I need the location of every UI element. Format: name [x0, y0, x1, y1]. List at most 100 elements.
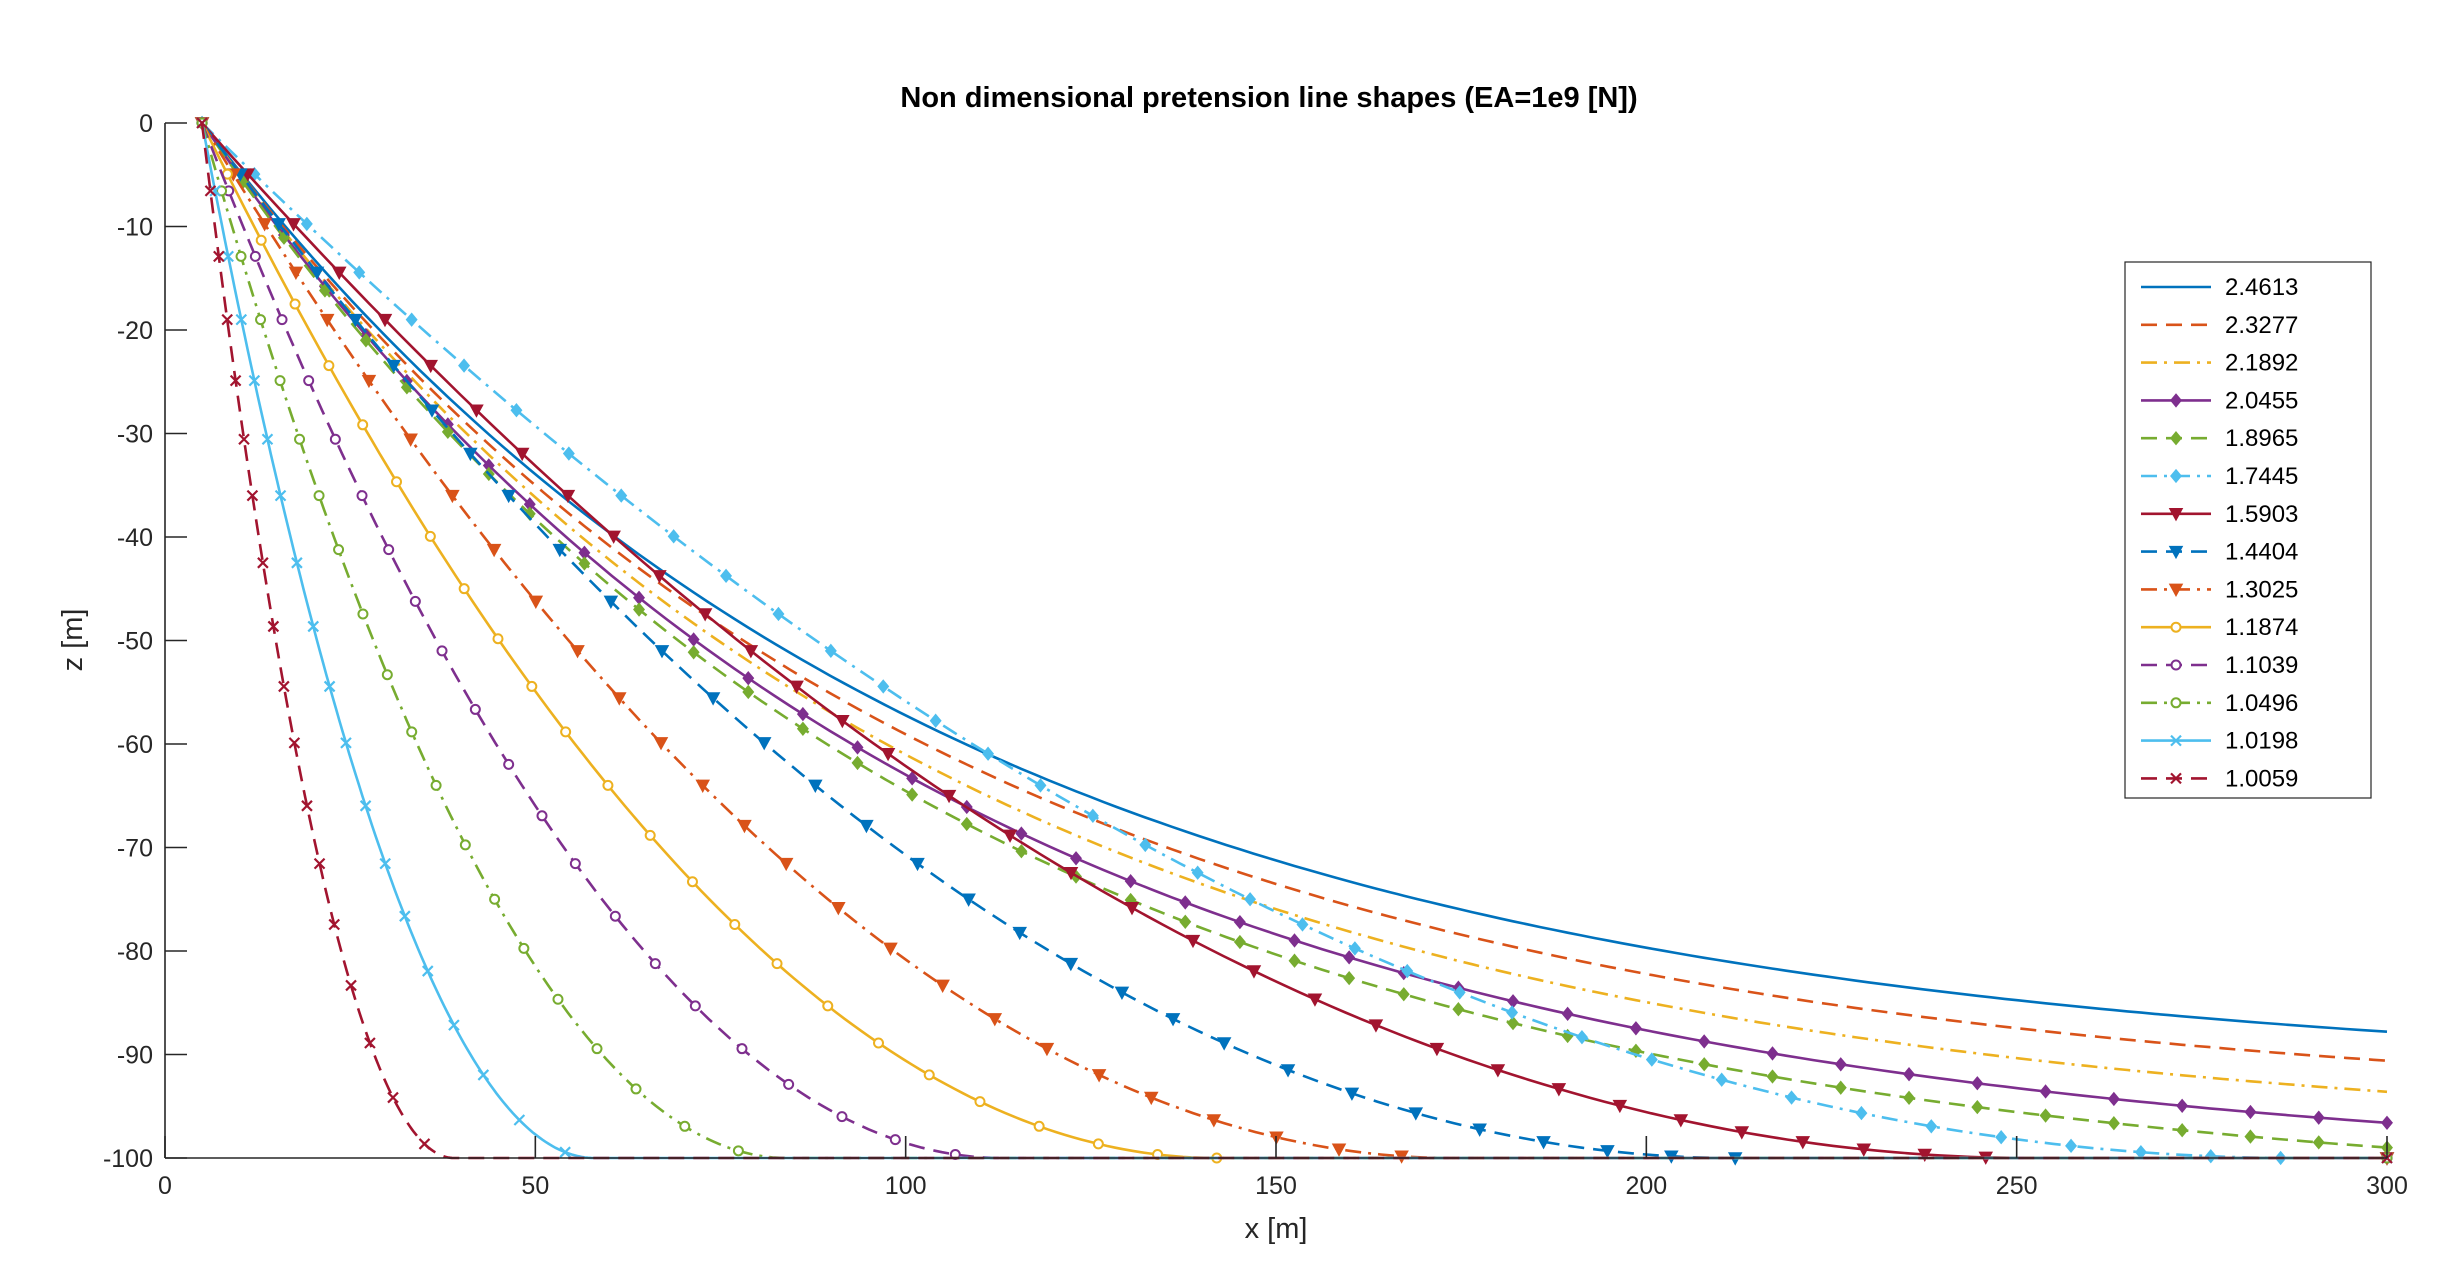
legend-label: 2.3277 — [2225, 312, 2298, 339]
data-point — [289, 298, 301, 310]
data-point — [772, 606, 785, 622]
data-point — [323, 360, 335, 372]
data-point — [1331, 1143, 1347, 1157]
data-point — [213, 250, 225, 263]
data-point — [303, 375, 315, 387]
data-point — [771, 958, 783, 970]
data-point — [1296, 917, 1309, 932]
legend-entry: 1.8965 — [2141, 425, 2298, 452]
data-point — [1348, 941, 1361, 956]
legend-entry: 2.3277 — [2141, 312, 2298, 339]
legend-entry: 1.0198 — [2141, 728, 2298, 755]
legend-label: 2.4613 — [2225, 274, 2298, 301]
data-point — [514, 447, 530, 462]
data-point — [2244, 1129, 2257, 1144]
data-point — [235, 250, 247, 262]
data-point — [789, 680, 804, 694]
data-point — [2170, 734, 2182, 747]
data-point — [399, 910, 411, 922]
data-point — [209, 185, 221, 197]
data-point — [319, 313, 335, 328]
data-point — [1368, 1019, 1384, 1033]
data-point — [1143, 1091, 1159, 1106]
data-point — [603, 595, 619, 609]
data-point — [469, 404, 484, 418]
data-point — [196, 117, 208, 129]
data-point — [458, 358, 471, 373]
data-point — [1453, 985, 1466, 1000]
data-point — [756, 737, 772, 751]
data-point — [361, 374, 377, 389]
data-point — [987, 1013, 1003, 1027]
series-1.4404 — [194, 117, 2395, 1166]
data-point — [1015, 826, 1028, 841]
data-point — [686, 876, 698, 888]
data-point — [257, 557, 269, 569]
data-point — [1191, 865, 1204, 880]
data-point — [249, 250, 261, 262]
data-point — [1124, 902, 1140, 916]
data-point — [644, 829, 656, 841]
x-tick-label: 50 — [521, 1172, 549, 1200]
legend-entry: 1.0059 — [2141, 765, 2298, 792]
data-point — [559, 1146, 571, 1158]
y-tick-label: -10 — [117, 214, 153, 242]
data-point — [822, 1000, 834, 1012]
data-point — [1715, 1072, 1728, 1087]
data-point — [364, 1037, 376, 1049]
data-point — [255, 314, 267, 326]
legend-items: 2.4613 2.3277 2.1892 2.0455 1.8965 1.7445 1.59… — [2141, 274, 2298, 792]
legend-label: 1.8965 — [2225, 425, 2298, 452]
data-point — [923, 1069, 935, 1081]
data-point — [518, 942, 530, 954]
data-point — [1246, 965, 1262, 979]
data-point — [2107, 1091, 2120, 1107]
data-point — [406, 726, 418, 738]
data-point — [492, 633, 504, 645]
data-point — [1039, 1042, 1055, 1057]
data-point — [1179, 914, 1192, 929]
legend-label: 2.0455 — [2225, 387, 2298, 414]
data-point — [1785, 1090, 1798, 1105]
data-point — [560, 489, 576, 504]
data-point — [274, 489, 287, 502]
data-point — [2039, 1084, 2052, 1099]
data-point — [441, 424, 454, 440]
data-point — [743, 645, 759, 659]
series-1.0059 — [196, 117, 2393, 1164]
data-point — [778, 857, 794, 872]
data-point — [742, 671, 755, 686]
data-point — [1114, 986, 1130, 1000]
data-point — [345, 979, 357, 992]
data-point — [1925, 1119, 1938, 1134]
data-point — [667, 529, 680, 544]
data-point — [2170, 621, 2182, 633]
data-point — [737, 819, 752, 834]
data-point — [1086, 808, 1099, 823]
data-point — [906, 787, 919, 802]
legend-entry: 1.5903 — [2141, 501, 2298, 528]
data-point — [569, 858, 581, 870]
data-point — [796, 706, 809, 722]
data-point — [1795, 1136, 1811, 1150]
series-line — [200, 122, 2387, 1160]
data-point — [910, 857, 925, 872]
series-2.1892 — [200, 122, 2388, 1094]
data-point — [796, 721, 809, 736]
data-point — [1995, 1130, 2008, 1145]
data-point — [2381, 1115, 2393, 1130]
data-point — [387, 1091, 399, 1104]
data-point — [2107, 1116, 2120, 1131]
legend-entry: 1.0496 — [2141, 690, 2298, 717]
data-point — [578, 556, 591, 571]
data-point — [1179, 895, 1192, 910]
data-point — [423, 359, 438, 374]
legend-entry: 2.4613 — [2141, 274, 2298, 301]
data-point — [1343, 950, 1356, 965]
legend-label: 1.3025 — [2225, 576, 2298, 603]
data-point — [1856, 1143, 1872, 1157]
data-point — [633, 602, 646, 617]
data-point — [300, 216, 313, 232]
data-point — [403, 433, 418, 447]
data-point — [274, 375, 286, 387]
